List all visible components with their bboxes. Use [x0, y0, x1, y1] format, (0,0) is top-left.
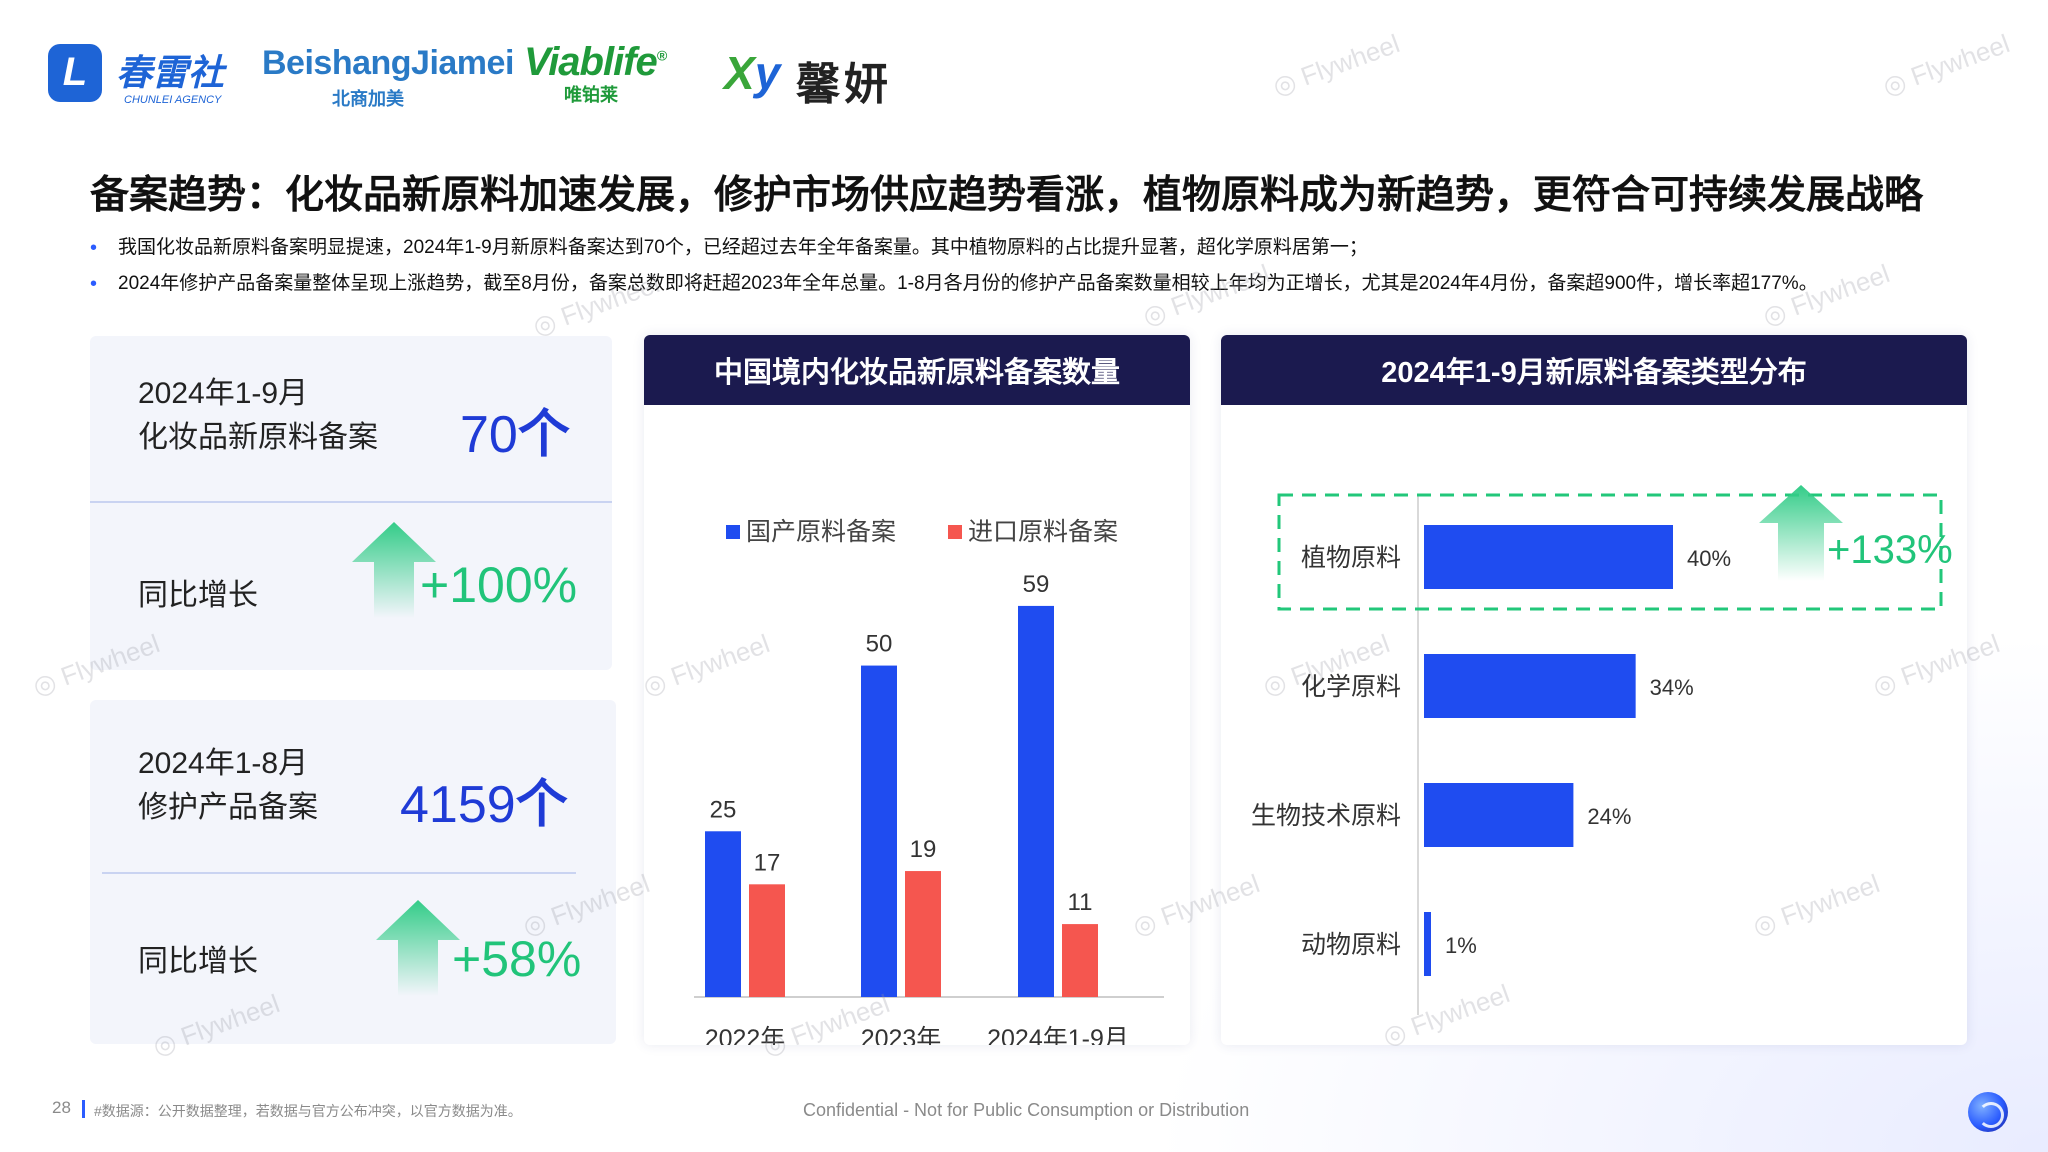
- type-bar: [1424, 783, 1574, 847]
- chunlei-logo-name: 春雷社: [116, 52, 225, 93]
- category-label: 化学原料: [1301, 673, 1401, 701]
- kpi-divider: [90, 501, 612, 503]
- x-tick-label: 2024年1-9月: [987, 1025, 1129, 1045]
- bar-value-label: 50: [866, 631, 893, 658]
- bar-domestic: [861, 665, 897, 997]
- page-number: 28: [52, 1098, 71, 1117]
- xinyan-mark-y: y: [754, 47, 781, 99]
- value-label: 1%: [1445, 933, 1477, 958]
- kpi-value: 70个: [460, 392, 570, 467]
- bar-domestic: [705, 831, 741, 997]
- category-label: 动物原料: [1301, 931, 1401, 959]
- value-label: 34%: [1650, 675, 1694, 700]
- growth-arrow-icon: [376, 900, 460, 996]
- beishang-logo-sub: 北商加美: [332, 89, 404, 109]
- xinyan-logo-name: 馨妍: [796, 60, 892, 109]
- bar-value-label: 59: [1023, 571, 1050, 598]
- viablife-logo-sub: 唯铂莱: [564, 85, 618, 105]
- chunlei-logo-mark: L: [48, 44, 102, 102]
- bar-imported: [749, 884, 785, 997]
- confidential-notice: Confidential - Not for Public Consumptio…: [803, 1100, 1250, 1120]
- page-title: 备案趋势：化妆品新原料加速发展，修护市场供应趋势看涨，植物原料成为新趋势，更符合…: [90, 174, 1924, 217]
- beishang-logo: BeishangJiamei 北商加美: [262, 44, 514, 111]
- bullet-item: 2024年修护产品备案量整体呈现上涨趋势，截至8月份，备案总数即将赶超2023年…: [90, 266, 2020, 302]
- type-bar: [1424, 654, 1636, 718]
- kpi-value-unit: 个: [515, 776, 568, 834]
- bar-value-label: 11: [1068, 889, 1093, 916]
- highlight-frame: [1277, 493, 1943, 611]
- kpi-card-repair-products: 2024年1-8月 修护产品备案 4159个 同比增长 +58%: [90, 700, 616, 1044]
- bullet-item: 我国化妆品新原料备案明显提速，2024年1-9月新原料备案达到70个，已经超过去…: [90, 230, 2020, 266]
- category-label: 生物技术原料: [1251, 802, 1401, 830]
- kpi-metric-label: 化妆品新原料备案: [138, 421, 378, 454]
- xinyan-mark-x: X: [724, 47, 755, 99]
- highlight-growth-label: +133%: [1827, 528, 1953, 572]
- horizontal-bar-chart: 植物原料 40% 化学原料 34% 生物技术原料 24% 动物原料 1% +133%: [1251, 485, 1953, 1015]
- value-label: 24%: [1587, 804, 1631, 829]
- legend-label: 国产原料备案: [746, 518, 896, 546]
- kpi-divider: [102, 872, 576, 874]
- legend-label: 进口原料备案: [968, 518, 1118, 546]
- kpi-period-label: 2024年1-8月: [138, 747, 309, 780]
- x-tick-label: 2022年: [705, 1025, 786, 1045]
- flywheel-brand-icon: [1968, 1092, 2008, 1132]
- footer-separator: [82, 1100, 85, 1118]
- type-distribution-title: 2024年1-9月新原料备案类型分布: [1221, 335, 1967, 405]
- grouped-bar-chart: 国产原料备案 进口原料备案 25 17 2022年 50 19 2023年 59 11 2024年1…: [694, 518, 1164, 1045]
- viablife-logo: Viablife® 唯铂莱: [524, 40, 667, 107]
- legend-swatch: [948, 525, 962, 539]
- kpi-growth-value: +58%: [452, 931, 582, 987]
- bar-chart-panel: 中国境内化妆品新原料备案数量 国产原料备案 进口原料备案 25 17 2022年 50 19…: [644, 335, 1190, 1045]
- bar-chart-title: 中国境内化妆品新原料备案数量: [644, 335, 1190, 405]
- kpi-growth-label: 同比增长: [138, 579, 258, 612]
- bar-value-label: 19: [910, 836, 937, 863]
- data-source-note: #数据源：公开数据整理，若数据与官方公布冲突，以官方数据为准。: [94, 1103, 522, 1119]
- type-bar: [1424, 912, 1431, 976]
- viablife-logo-name: Viablife: [524, 40, 658, 84]
- value-label: 40%: [1687, 546, 1731, 571]
- kpi-growth-value: +100%: [420, 557, 578, 613]
- category-label: 植物原料: [1301, 544, 1401, 572]
- kpi-metric-label: 修护产品备案: [138, 791, 318, 824]
- beishang-logo-name: BeishangJiamei: [262, 44, 514, 82]
- kpi-value-unit: 个: [517, 406, 570, 464]
- growth-arrow-icon: [352, 522, 436, 618]
- bar-value-label: 25: [710, 796, 737, 823]
- watermark: Flywheel: [1879, 28, 2014, 102]
- watermark: Flywheel: [1269, 28, 1404, 102]
- bar-imported: [905, 871, 941, 997]
- kpi-period-label: 2024年1-9月: [138, 377, 309, 410]
- type-bar: [1424, 525, 1673, 589]
- chunlei-logo-sub: CHUNLEI AGENCY: [124, 94, 222, 106]
- kpi-card-new-ingredients: 2024年1-9月 化妆品新原料备案 70个 同比增长 +100%: [90, 336, 612, 670]
- bar-imported: [1062, 924, 1098, 997]
- summary-bullets: 我国化妆品新原料备案明显提速，2024年1-9月新原料备案达到70个，已经超过去…: [90, 230, 2020, 302]
- registered-mark: ®: [656, 47, 667, 64]
- x-tick-label: 2023年: [861, 1025, 942, 1045]
- type-distribution-panel: 2024年1-9月新原料备案类型分布 植物原料 40% 化学原料 34% 生物技术原料 2…: [1221, 335, 1967, 1045]
- kpi-growth-label: 同比增长: [138, 945, 258, 978]
- kpi-value-number: 4159: [400, 776, 516, 834]
- bar-value-label: 17: [754, 849, 781, 876]
- highlight-growth-arrow: [1759, 485, 1843, 581]
- kpi-value: 4159个: [400, 762, 568, 837]
- kpi-value-number: 70: [460, 406, 518, 464]
- legend-swatch: [726, 525, 740, 539]
- bar-domestic: [1018, 605, 1054, 997]
- xinyan-logo-mark: Xy: [724, 46, 780, 100]
